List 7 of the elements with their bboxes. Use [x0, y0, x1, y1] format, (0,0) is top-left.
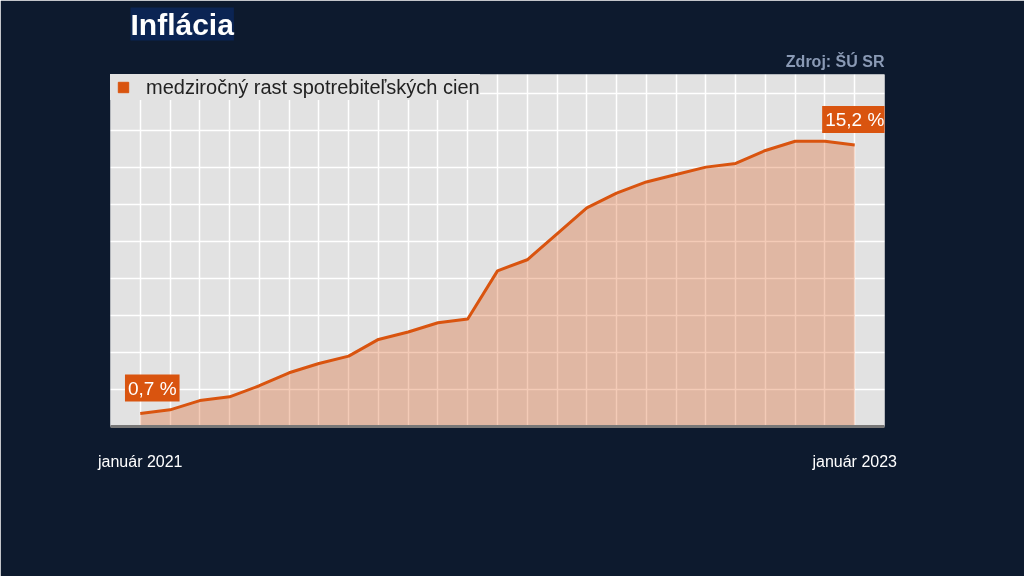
x-tick-label: január 2021 — [97, 452, 183, 470]
text: Zdroj: ŠÚ SR — [785, 51, 885, 70]
legend-label: medziročný rast spotrebiteľských cien — [146, 75, 480, 99]
data-label: 0,7 % — [127, 377, 177, 399]
x-tick-label: január 2023 — [811, 452, 898, 470]
data-label: 15,2 % — [825, 108, 885, 130]
chart-title: Inflácia — [130, 7, 235, 41]
